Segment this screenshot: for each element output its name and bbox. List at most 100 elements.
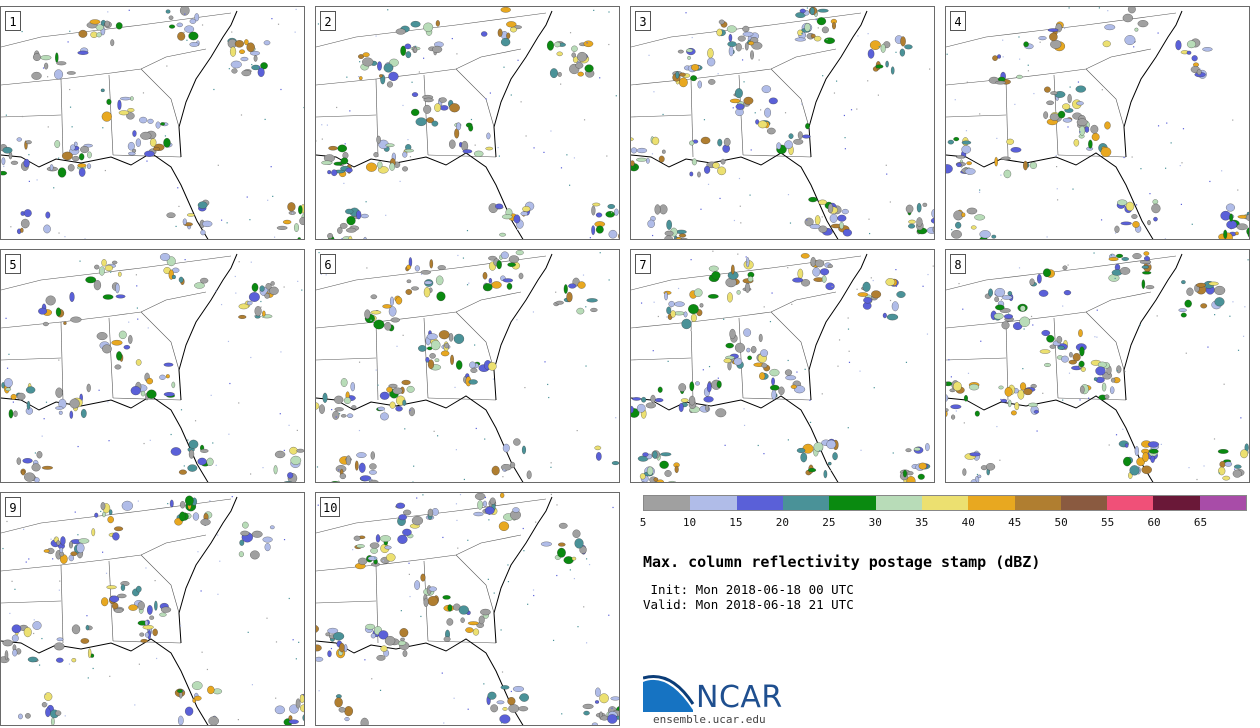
reflectivity-cell [424, 280, 433, 285]
reflectivity-speck [589, 237, 591, 239]
member-label: 5 [5, 254, 21, 274]
reflectivity-speck [227, 340, 230, 343]
reflectivity-cell [386, 81, 393, 88]
reflectivity-speck [352, 549, 354, 551]
reflectivity-cell [1104, 394, 1110, 400]
reflectivity-speck [28, 180, 30, 182]
reflectivity-speck [467, 539, 469, 541]
reflectivity-speck [180, 409, 183, 411]
reflectivity-speck [790, 239, 791, 240]
reflectivity-cell [331, 481, 339, 482]
reflectivity-cell [1247, 230, 1249, 238]
reflectivity-speck [1000, 299, 1003, 301]
reflectivity-cell [1232, 469, 1242, 478]
reflectivity-speck [143, 442, 145, 445]
reflectivity-speck [385, 214, 387, 216]
reflectivity-speck [1008, 313, 1010, 315]
map-panel: 8 [945, 249, 1250, 483]
reflectivity-speck [507, 580, 510, 583]
reflectivity-cell [302, 714, 304, 722]
reflectivity-cell [500, 7, 511, 13]
colorbar-tick-label: 5 [639, 516, 647, 529]
reflectivity-cell [1049, 113, 1060, 121]
reflectivity-cell [152, 628, 158, 637]
member-label: 6 [320, 254, 336, 274]
reflectivity-speck [1180, 203, 1183, 205]
reflectivity-cell [1137, 20, 1149, 28]
reflectivity-cell [1122, 13, 1133, 23]
reflectivity-cell [599, 693, 609, 704]
reflectivity-cell [59, 547, 64, 553]
reflectivity-cell [4, 650, 9, 661]
reflectivity-cell [378, 630, 389, 640]
state-border [1085, 311, 1125, 371]
reflectivity-cell [438, 330, 450, 340]
reflectivity-cell [192, 512, 200, 521]
state-border [946, 114, 1007, 118]
reflectivity-speck [6, 367, 9, 369]
reflectivity-cell [961, 212, 966, 218]
reflectivity-speck [1182, 128, 1185, 130]
reflectivity-cell [793, 385, 806, 394]
reflectivity-speck [690, 329, 692, 331]
reflectivity-speck [138, 663, 140, 665]
reflectivity-cell [857, 292, 869, 297]
reflectivity-cell [687, 56, 691, 60]
reflectivity-cell [115, 294, 126, 299]
reflectivity-speck [885, 164, 887, 166]
reflectivity-cell [498, 521, 510, 531]
reflectivity-speck [819, 450, 821, 452]
reflectivity-speck [844, 148, 846, 150]
reflectivity-speck [402, 334, 404, 336]
reflectivity-speck [415, 45, 417, 47]
reflectivity-cell [1141, 465, 1152, 475]
reflectivity-cell [23, 158, 30, 168]
reflectivity-cell [974, 410, 980, 417]
reflectivity-cell [57, 167, 67, 178]
reflectivity-cell [947, 139, 954, 145]
reflectivity-cell [1219, 461, 1226, 468]
reflectivity-cell [1104, 24, 1116, 31]
reflectivity-cell [376, 655, 386, 661]
reflectivity-cell [1029, 278, 1035, 286]
reflectivity-speck [365, 201, 367, 203]
reflectivity-speck [1149, 193, 1151, 195]
reflectivity-cell [71, 624, 81, 635]
colorbar-segment [690, 496, 737, 510]
reflectivity-cell [177, 31, 186, 41]
reflectivity-cell [766, 127, 776, 135]
reflectivity-cell [953, 137, 960, 142]
colorbar-segment [1107, 496, 1154, 510]
reflectivity-cell [298, 205, 303, 215]
reflectivity-speck [283, 538, 286, 541]
reflectivity-cell [478, 615, 485, 625]
reflectivity-cell [515, 250, 524, 256]
reflectivity-cell [248, 292, 260, 302]
reflectivity-cell [729, 98, 741, 104]
reflectivity-speck [473, 362, 475, 364]
reflectivity-speck [69, 88, 71, 91]
reflectivity-cell [1202, 47, 1213, 52]
reflectivity-speck [789, 222, 792, 224]
reflectivity-cell [79, 153, 85, 161]
reflectivity-speck [47, 76, 49, 78]
reflectivity-cell [594, 445, 602, 451]
reflectivity-speck [137, 500, 139, 502]
reflectivity-cell [327, 627, 339, 634]
reflectivity-speck [966, 81, 968, 83]
reflectivity-speck [1165, 167, 1167, 169]
reflectivity-cell [135, 359, 142, 366]
reflectivity-speck [9, 612, 11, 615]
reflectivity-speck [219, 560, 221, 562]
state-border [770, 68, 810, 128]
reflectivity-speck [889, 201, 891, 203]
reflectivity-speck [1244, 306, 1246, 308]
reflectivity-cell [159, 253, 171, 261]
reflectivity-cell [435, 20, 440, 27]
reflectivity-speck [170, 482, 171, 483]
reflectivity-cell [905, 448, 912, 453]
reflectivity-cell [837, 214, 847, 222]
reflectivity-speck [1237, 349, 1240, 351]
reflectivity-cell [473, 150, 484, 157]
reflectivity-speck [873, 387, 875, 389]
